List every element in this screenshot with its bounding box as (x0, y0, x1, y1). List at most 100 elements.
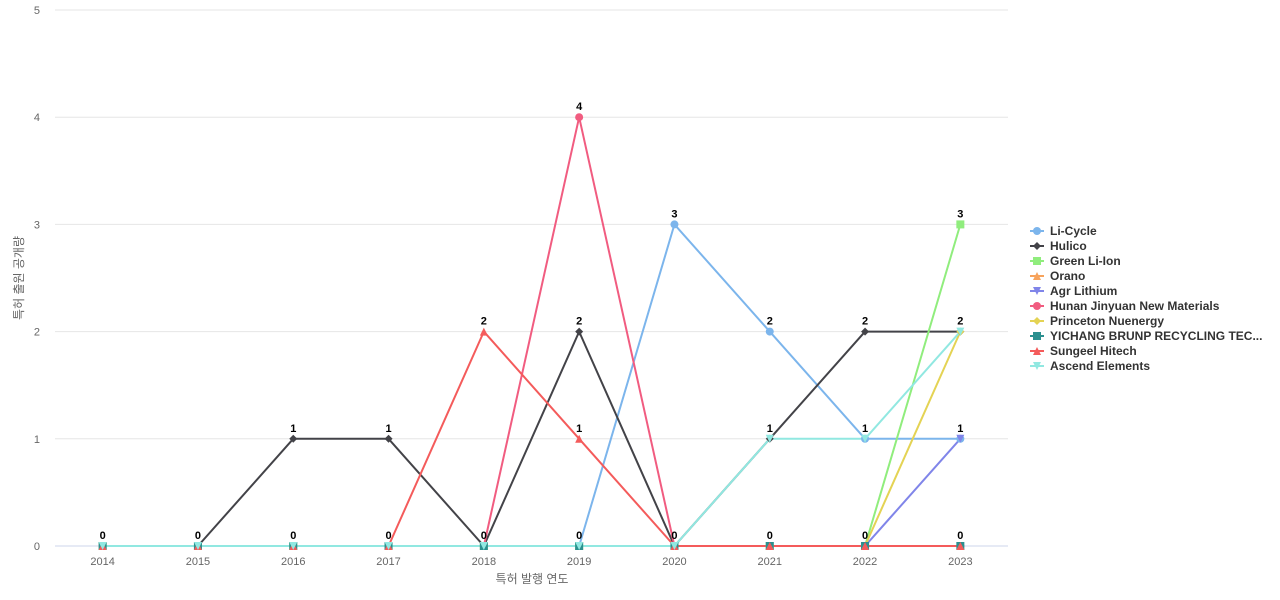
data-label: 4 (576, 101, 583, 113)
y-axis-title: 특허 출원 공개량 (12, 236, 26, 320)
point-series-8 (479, 327, 488, 336)
point-series-9 (575, 542, 584, 550)
series-markers (98, 113, 965, 550)
y-axis-ticks: 0 1 2 3 4 5 (34, 5, 40, 553)
chart-grid (55, 9, 1008, 547)
legend-item[interactable]: Green Li-Ion (1030, 254, 1121, 268)
legend-symbol (1033, 227, 1041, 235)
legend-item[interactable]: Ascend Elements (1030, 359, 1150, 373)
data-label: 1 (862, 423, 868, 435)
data-label: 0 (671, 530, 677, 542)
legend-label: Hunan Jinyuan New Materials (1050, 299, 1220, 313)
x-tick-label: 2020 (662, 556, 686, 568)
point-series-0 (765, 327, 774, 336)
data-label: 2 (481, 316, 487, 328)
point-series-1 (289, 434, 298, 443)
x-tick-label: 2015 (186, 556, 210, 568)
data-label: 1 (576, 423, 582, 435)
legend-label: Agr Lithium (1050, 284, 1117, 298)
legend-item[interactable]: YICHANG BRUNP RECYCLING TEC... (1030, 329, 1262, 343)
legend-label: Ascend Elements (1050, 359, 1150, 373)
legend-item[interactable]: Orano (1030, 269, 1085, 283)
data-label: 0 (481, 530, 487, 542)
legend-symbol (1033, 257, 1041, 265)
point-series-9 (384, 542, 393, 550)
y-tick-label: 5 (34, 5, 40, 17)
series-line-4 (102, 438, 962, 547)
data-label: 1 (290, 423, 296, 435)
x-tick-label: 2016 (281, 556, 305, 568)
legend-item[interactable]: Princeton Nuenergy (1030, 314, 1164, 328)
point-series-8 (956, 542, 965, 550)
data-label: 0 (195, 530, 201, 542)
y-tick-label: 0 (34, 541, 40, 553)
legend-symbol (1033, 347, 1041, 355)
data-label: 0 (767, 530, 773, 542)
x-axis-ticks: 2014 2015 2016 2017 2018 2019 2020 2021 2022 2023 (90, 556, 972, 568)
legend-item[interactable]: Hunan Jinyuan New Materials (1030, 299, 1220, 313)
legend-label: Li-Cycle (1050, 224, 1097, 238)
legend-label: Green Li-Ion (1050, 254, 1121, 268)
data-label: 2 (767, 316, 773, 328)
x-tick-label: 2023 (948, 556, 972, 568)
series-lines (102, 116, 962, 547)
point-series-1 (575, 327, 584, 336)
point-series-9 (193, 542, 202, 550)
legend-symbol (1033, 242, 1041, 250)
data-label: 0 (957, 530, 963, 542)
point-series-5 (575, 113, 584, 122)
data-label: 1 (767, 423, 773, 435)
legend-symbol (1033, 317, 1041, 325)
series-line-9 (102, 330, 962, 547)
data-label: 3 (671, 208, 677, 220)
legend-item[interactable]: Hulico (1030, 239, 1087, 253)
point-series-8 (575, 434, 584, 443)
point-series-9 (956, 327, 965, 336)
series-line-1 (102, 330, 961, 547)
legend-item[interactable]: Li-Cycle (1030, 224, 1097, 238)
point-series-4 (956, 434, 965, 443)
x-tick-label: 2017 (376, 556, 400, 568)
point-series-2 (956, 220, 965, 229)
x-tick-label: 2018 (472, 556, 496, 568)
point-series-0 (670, 220, 679, 229)
y-tick-label: 3 (34, 219, 40, 231)
legend-symbol (1033, 362, 1041, 370)
point-series-9 (479, 542, 488, 550)
x-tick-label: 2022 (853, 556, 877, 568)
data-label: 2 (576, 316, 582, 328)
data-label: 0 (290, 530, 296, 542)
legend-label: Sungeel Hitech (1050, 344, 1137, 358)
point-series-1 (861, 327, 870, 336)
point-series-9 (765, 434, 774, 443)
point-series-9 (98, 542, 107, 550)
legend-item[interactable]: Agr Lithium (1030, 284, 1117, 298)
y-tick-label: 4 (34, 112, 40, 124)
data-label: 0 (576, 530, 582, 542)
data-label: 2 (862, 316, 868, 328)
x-tick-label: 2019 (567, 556, 591, 568)
legend-label: Hulico (1050, 239, 1087, 253)
x-tick-label: 2014 (90, 556, 114, 568)
legend-symbol (1033, 302, 1041, 310)
y-tick-label: 1 (34, 434, 40, 446)
point-series-8 (765, 542, 774, 550)
y-tick-label: 2 (34, 327, 40, 339)
legend-label: YICHANG BRUNP RECYCLING TEC... (1050, 329, 1262, 343)
data-labels: 0 0 1 0 1 0 2 0 4 2 1 0 3 0 2 1 0 2 1 0 3 2 1 0 (100, 101, 964, 542)
data-label: 3 (957, 208, 963, 220)
data-label: 2 (957, 316, 963, 328)
point-series-8 (861, 542, 870, 550)
data-label: 1 (385, 423, 391, 435)
legend-label: Princeton Nuenergy (1050, 314, 1164, 328)
data-label: 0 (862, 530, 868, 542)
point-series-9 (670, 542, 679, 550)
x-axis-title: 특허 발행 연도 (496, 571, 569, 586)
point-series-9 (289, 542, 298, 550)
point-series-9 (861, 434, 870, 443)
legend-item[interactable]: Sungeel Hitech (1030, 344, 1137, 358)
data-label: 0 (100, 530, 106, 542)
legend-symbol (1033, 272, 1041, 280)
